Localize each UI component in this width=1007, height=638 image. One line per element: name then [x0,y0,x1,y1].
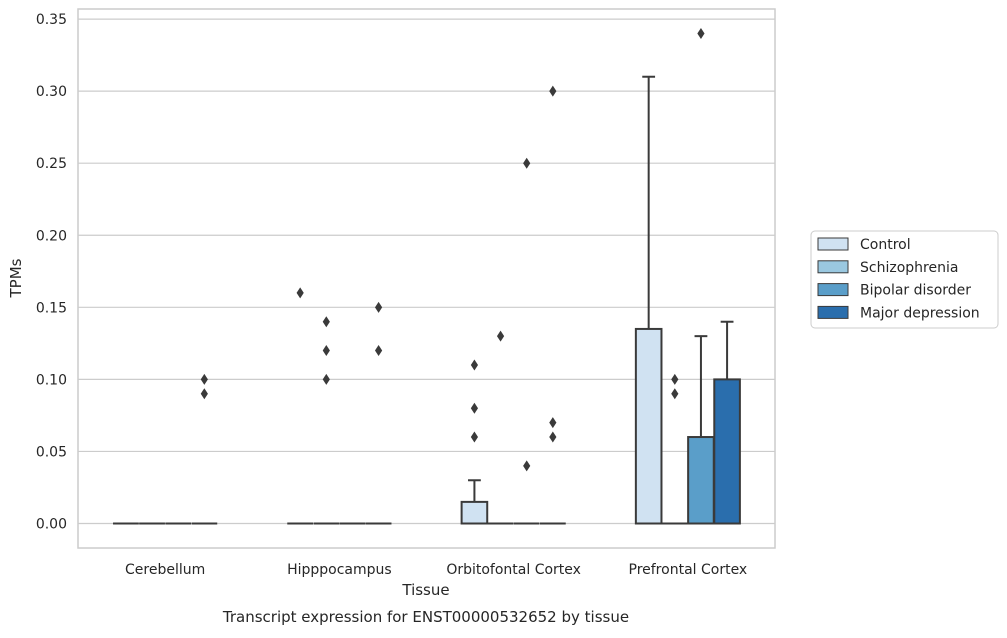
outlier-point [549,417,557,429]
x-axis-title: Tissue [401,581,449,599]
legend-swatch [817,283,849,297]
box-group [513,157,540,525]
box-group [313,316,340,525]
box-group [365,301,392,525]
x-tick-label: Orbitofontal Cortex [446,562,581,578]
legend-box [810,230,999,329]
outlier-point [296,287,304,299]
outlier-point [496,330,505,342]
y-axis-title: TPMs [7,258,25,298]
outlier-point [671,373,679,385]
legend-entry-label: Schizophrenia [860,260,958,276]
outlier-point [200,388,208,400]
x-tick-label: Hipppocampus [287,562,392,578]
outlier-point [671,388,679,400]
legend-entry-label: Control [860,237,911,253]
plot-border [77,8,776,549]
legend-swatch [817,237,849,251]
outlier-point [200,373,208,385]
outlier-point [549,85,557,97]
outlier-point [374,301,383,313]
box-group [460,359,489,525]
outlier-point [374,345,383,357]
y-tick-label: 0.15 [36,300,67,316]
grid-lines [78,18,775,525]
box-group [287,287,313,525]
box-group [540,85,566,525]
box-marks [113,28,741,525]
box-group [687,28,715,525]
outlier-point [523,157,531,169]
y-tick-labels: 0.00 0.05 0.10 0.15 0.20 0.25 0.30 0.35 [36,12,67,532]
chart-caption: Transcript expression for ENST0000053265… [222,608,629,626]
plot-frame [77,8,776,549]
outlier-point [697,28,705,39]
box [460,500,489,525]
outlier-point [470,431,479,443]
legend-swatch [817,260,849,274]
box [713,378,741,525]
legend: Control Schizophrenia Bipolar disorder Majo… [810,230,999,329]
legend-entry-label: Bipolar disorder [860,283,971,299]
y-tick-label: 0.10 [36,372,67,388]
box [634,327,663,525]
legend-entry-label: Major depression [860,305,980,321]
box-group [661,373,688,525]
outlier-point [549,431,557,443]
outlier-point [322,345,330,357]
box-group [191,373,218,525]
y-tick-label: 0.00 [36,517,67,533]
box [687,436,715,525]
outlier-point [470,359,479,371]
x-tick-label: Cerebellum [125,562,205,578]
y-tick-label: 0.30 [36,84,67,100]
outlier-point [322,373,330,385]
y-tick-label: 0.05 [36,444,67,460]
outlier-point [470,402,479,414]
box-group [487,330,514,525]
x-tick-label: Prefrontal Cortex [629,562,748,578]
x-tick-labels: Cerebellum Hipppocampus Orbitofontal Corte… [125,562,747,578]
box-group [634,75,663,525]
outlier-point [322,316,330,328]
legend-swatch [817,305,849,319]
y-tick-label: 0.25 [36,156,67,172]
y-tick-label: 0.35 [36,12,67,28]
box-group [713,320,741,525]
y-tick-label: 0.20 [36,228,67,244]
outlier-point [523,460,531,472]
